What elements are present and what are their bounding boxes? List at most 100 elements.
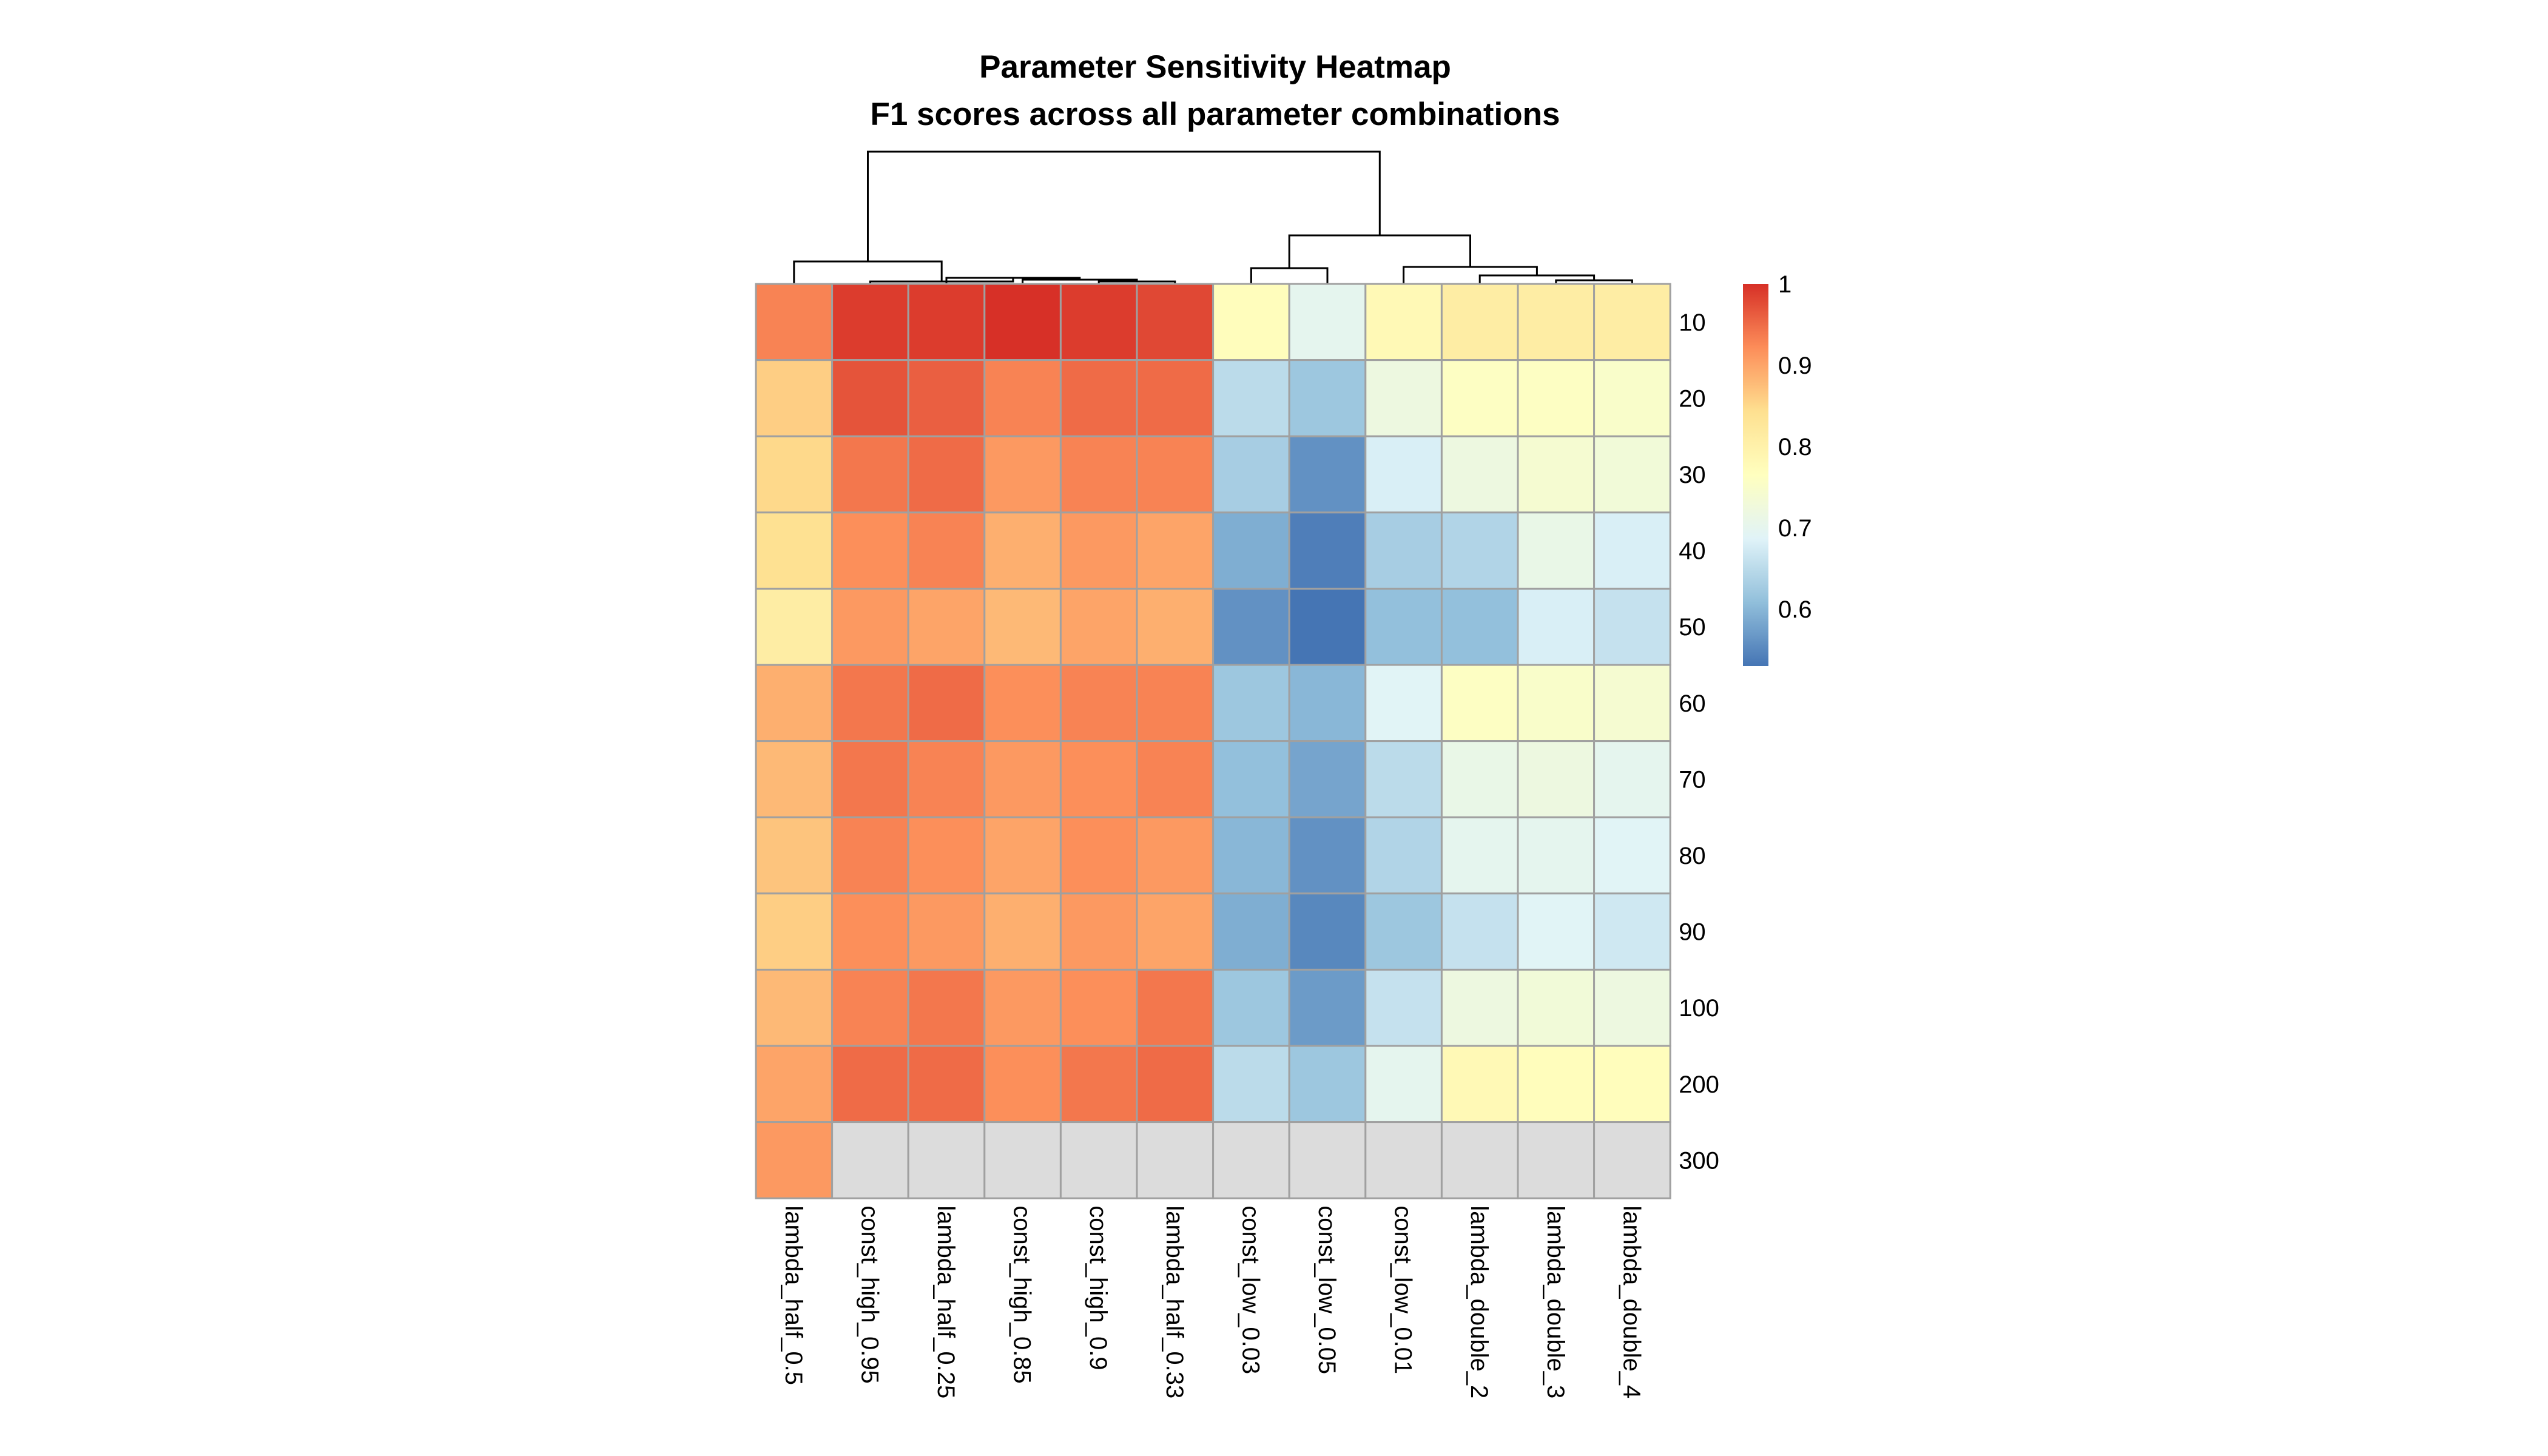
dendrogram-branch	[793, 260, 943, 284]
heatmap-cell	[1212, 664, 1290, 743]
heatmap-cell	[1593, 968, 1671, 1047]
heatmap-cell	[1517, 1121, 1596, 1199]
heatmap-cell	[983, 816, 1062, 895]
heatmap-cell	[1059, 968, 1138, 1047]
heatmap-cell	[1517, 968, 1596, 1047]
heatmap-cell	[1593, 740, 1671, 818]
heatmap-cell	[1517, 1045, 1596, 1124]
heatmap-cell	[1593, 816, 1671, 895]
heatmap-cell	[1288, 359, 1367, 437]
heatmap-cell	[1136, 1121, 1215, 1199]
heatmap-cell	[1059, 511, 1138, 590]
dendrogram-branch	[1250, 267, 1329, 284]
heatmap-cell	[1593, 1045, 1671, 1124]
heatmap-cell	[755, 1121, 834, 1199]
heatmap-cell	[1212, 359, 1290, 437]
heatmap-cell	[1517, 587, 1596, 666]
dendrogram-branch	[867, 150, 1381, 261]
heatmap-cell	[1288, 740, 1367, 818]
column-label: const_high_0.9	[1085, 1205, 1111, 1370]
heatmap-cell	[907, 664, 986, 743]
legend-tick-label: 0.9	[1778, 352, 1812, 379]
heatmap-cell	[1288, 511, 1367, 590]
heatmap-cell	[1059, 1045, 1138, 1124]
heatmap-cell	[1440, 892, 1519, 971]
heatmap-cell	[907, 587, 986, 666]
heatmap-cell	[907, 1121, 986, 1199]
column-labels: lambda_half_0.5 const_high_0.95 lambda_hal…	[780, 1205, 1645, 1398]
heatmap-cell	[1212, 816, 1290, 895]
heatmap-cell	[1440, 283, 1519, 362]
heatmap-cell	[983, 283, 1062, 362]
heatmap-cell	[1364, 587, 1443, 666]
legend-tick-label: 0.8	[1778, 434, 1812, 460]
row-label: 10	[1679, 309, 1706, 336]
column-label: lambda_double_3	[1542, 1205, 1569, 1398]
heatmap-cell	[1136, 1045, 1215, 1124]
color-legend: 1 0.9 0.8 0.7 0.6	[1743, 271, 1812, 666]
heatmap-cell	[1440, 968, 1519, 1047]
heatmap-cell	[983, 740, 1062, 818]
legend-tick-label: 1	[1778, 271, 1791, 298]
heatmap-cell	[831, 740, 909, 818]
heatmap-cell	[1440, 740, 1519, 818]
heatmap-cell	[831, 816, 909, 895]
heatmap-cell	[1364, 892, 1443, 971]
heatmap-cell	[1288, 283, 1367, 362]
column-label: const_high_0.85	[1009, 1205, 1036, 1384]
heatmap-cell	[755, 1045, 834, 1124]
heatmap-cell	[1440, 1121, 1519, 1199]
heatmap-cell	[1288, 435, 1367, 514]
heatmap-cell	[907, 283, 986, 362]
heatmap-cell	[1517, 892, 1596, 971]
heatmap-cell	[1059, 892, 1138, 971]
row-label: 50	[1679, 614, 1706, 641]
heatmap-cell	[1593, 587, 1671, 666]
heatmap-cell	[1212, 892, 1290, 971]
heatmap-cell	[755, 587, 834, 666]
heatmap-cell	[1212, 435, 1290, 514]
heatmap-cell	[907, 816, 986, 895]
heatmap-cell	[755, 435, 834, 514]
heatmap-cell	[831, 664, 909, 743]
row-label: 80	[1679, 843, 1706, 869]
row-label: 100	[1679, 995, 1719, 1022]
heatmap-cell	[1288, 1121, 1367, 1199]
heatmap-cell	[831, 968, 909, 1047]
heatmap-cell	[1136, 587, 1215, 666]
heatmap-cell	[831, 359, 909, 437]
heatmap-cell	[1517, 283, 1596, 362]
heatmap-cell	[1059, 1121, 1138, 1199]
column-label: lambda_half_0.5	[780, 1205, 807, 1385]
row-labels: 10 20 30 40 50 60 70 80 90 100 200 300	[1679, 309, 1719, 1175]
heatmap-cell	[1364, 359, 1443, 437]
heatmap-cell	[983, 359, 1062, 437]
heatmap-cell	[1288, 968, 1367, 1047]
heatmap-cell	[831, 1121, 909, 1199]
heatmap-cell	[1440, 435, 1519, 514]
row-label: 60	[1679, 690, 1706, 717]
heatmap-cell	[831, 1045, 909, 1124]
heatmap-cell	[1364, 664, 1443, 743]
heatmap-cell	[983, 1121, 1062, 1199]
heatmap-cell	[1288, 587, 1367, 666]
heatmap-cell	[1364, 968, 1443, 1047]
heatmap-cell	[1136, 435, 1215, 514]
heatmap-cell	[907, 740, 986, 818]
heatmap-cell	[907, 968, 986, 1047]
heatmap-cell	[1364, 511, 1443, 590]
column-label: lambda_half_0.33	[1161, 1205, 1188, 1398]
heatmap-cell	[1136, 892, 1215, 971]
heatmap-cell	[983, 435, 1062, 514]
heatmap-cell	[1517, 511, 1596, 590]
column-label: lambda_half_0.25	[932, 1205, 959, 1398]
heatmap-cell	[1059, 740, 1138, 818]
heatmap-cell	[1593, 359, 1671, 437]
heatmap-cell	[983, 892, 1062, 971]
heatmap-cell	[1593, 1121, 1671, 1199]
row-label: 40	[1679, 538, 1706, 565]
legend-color-bar	[1743, 284, 1768, 666]
heatmap-cell	[1593, 283, 1671, 362]
heatmap-cell	[755, 359, 834, 437]
